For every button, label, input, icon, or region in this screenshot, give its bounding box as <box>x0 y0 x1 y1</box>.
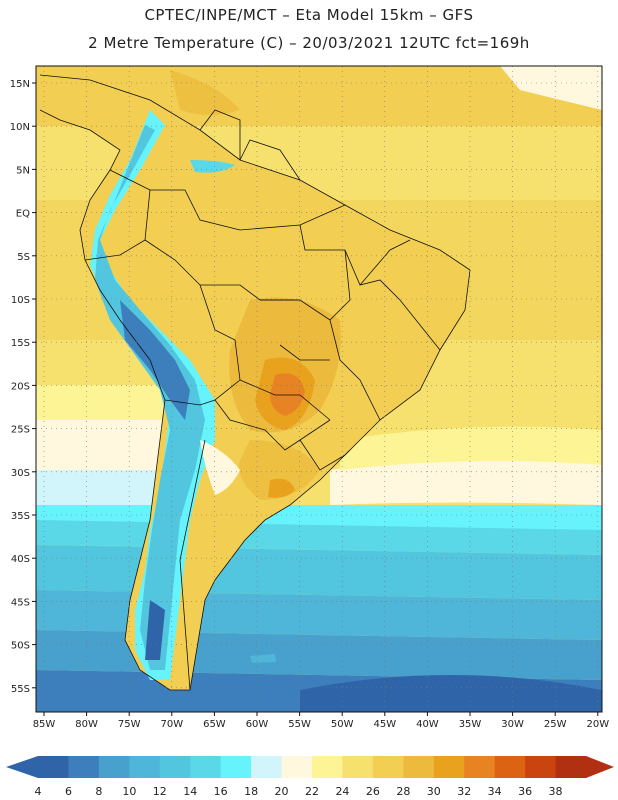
lat-label: 45S <box>11 597 30 608</box>
colorbar-swatch <box>312 756 343 778</box>
lat-label: 20S <box>11 381 30 392</box>
colorbar-arrow-left <box>6 756 38 778</box>
map-title-variable: 2 Metre Temperature (C) – 20/03/2021 12U… <box>88 34 530 52</box>
colorbar-swatch <box>190 756 222 778</box>
lat-label: 15N <box>10 79 30 90</box>
lon-label: 80W <box>75 719 98 730</box>
lat-label: 15S <box>11 338 30 349</box>
colorbar-label: 36 <box>518 785 532 798</box>
colorbar-label: 32 <box>457 785 471 798</box>
lat-label: 30S <box>11 468 30 479</box>
colorbar-swatch <box>251 756 283 778</box>
lon-label: 75W <box>118 719 141 730</box>
lon-label: 65W <box>203 719 226 730</box>
colorbar: 4 6 8 10 12 14 16 18 20 22 24 26 28 30 32 34 36 38 <box>6 756 614 798</box>
colorbar-label: 6 <box>65 785 72 798</box>
lat-label: 10N <box>10 122 30 133</box>
colorbar-swatch <box>220 756 252 778</box>
lon-label: 50W <box>331 719 354 730</box>
colorbar-label: 24 <box>335 785 349 798</box>
andes-cold-strip <box>90 110 215 680</box>
colorbar-label: 38 <box>549 785 563 798</box>
colorbar-swatch <box>494 756 526 778</box>
colorbar-label: 16 <box>214 785 228 798</box>
colorbar-swatch <box>372 756 404 778</box>
colorbar-swatch <box>129 756 161 778</box>
colorbar-label: 18 <box>244 785 258 798</box>
lon-label: 55W <box>288 719 311 730</box>
plot-frame <box>35 65 603 713</box>
colorbar-swatch <box>38 756 69 778</box>
lat-label: 5S <box>17 252 30 263</box>
colorbar-label: 22 <box>305 785 319 798</box>
lat-label: 5N <box>16 165 30 176</box>
lat-label: 35S <box>11 511 30 522</box>
colorbar-label: 26 <box>366 785 380 798</box>
colorbar-label: 12 <box>153 785 167 798</box>
lon-label: 70W <box>160 719 183 730</box>
lon-label: 25W <box>544 719 567 730</box>
colorbar-label: 10 <box>122 785 136 798</box>
lon-label: 85W <box>33 719 56 730</box>
lat-label: 40S <box>11 554 30 565</box>
colorbar-label: 14 <box>183 785 197 798</box>
colorbar-swatch <box>98 756 130 778</box>
lon-label: 40W <box>416 719 439 730</box>
lon-label: 30W <box>501 719 524 730</box>
colorbar-label: 34 <box>488 785 502 798</box>
colorbar-swatch <box>433 756 465 778</box>
colorbar-swatch <box>403 756 435 778</box>
colorbar-label: 8 <box>95 785 102 798</box>
temperature-field <box>36 66 602 712</box>
colorbar-swatch <box>464 756 496 778</box>
colorbar-label: 4 <box>35 785 42 798</box>
colorbar-swatch <box>525 756 557 778</box>
lat-label: EQ <box>16 209 30 220</box>
political-borders <box>39 74 471 691</box>
colorbar-label: 20 <box>275 785 289 798</box>
lat-label: 50S <box>11 641 30 652</box>
lon-label: 20W <box>586 719 609 730</box>
colorbar-arrow-right <box>586 756 614 778</box>
lon-label: 35W <box>459 719 482 730</box>
lon-label: 60W <box>246 719 269 730</box>
colorbar-swatch <box>281 756 313 778</box>
lon-label: 45W <box>373 719 396 730</box>
lat-label: 10S <box>11 295 30 306</box>
colorbar-swatch <box>159 756 191 778</box>
colorbar-swatch <box>68 756 100 778</box>
map-title-model: CPTEC/INPE/MCT – Eta Model 15km – GFS <box>144 6 474 24</box>
lat-label: 25S <box>11 425 30 436</box>
colorbar-swatch <box>342 756 374 778</box>
colorbar-label: 28 <box>396 785 410 798</box>
colorbar-swatch <box>555 756 587 778</box>
colorbar-label: 30 <box>427 785 441 798</box>
lat-label: 55S <box>11 684 30 695</box>
